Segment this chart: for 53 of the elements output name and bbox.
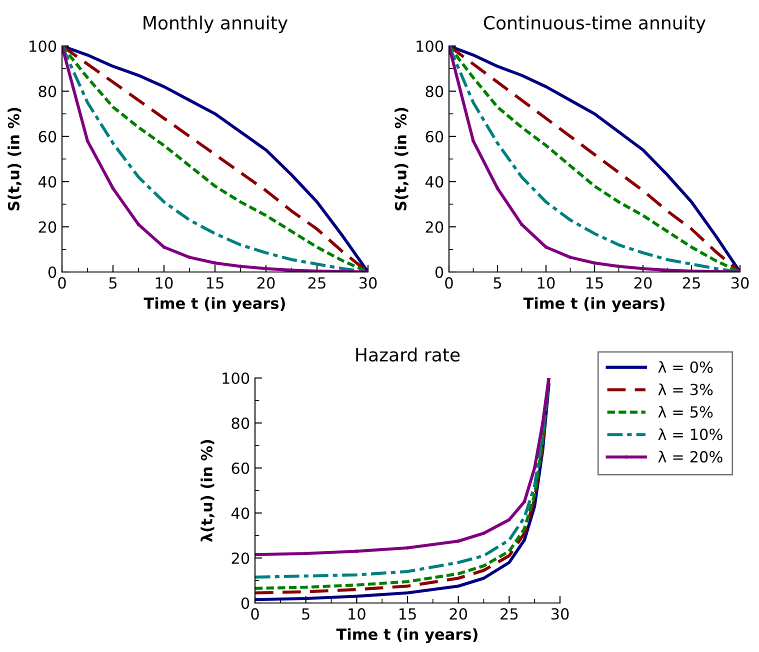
x-tick-label: 30 bbox=[359, 277, 377, 289]
x-tick-label: 5 bbox=[494, 277, 502, 289]
x-tick-label: 0 bbox=[445, 277, 453, 289]
x-tick-label: 20 bbox=[634, 277, 652, 289]
x-tick-label: 10 bbox=[538, 277, 555, 289]
legend-label: λ = 20% bbox=[658, 450, 722, 463]
x-tick-label: 15 bbox=[206, 277, 224, 289]
x-axis-title: Time t (in years) bbox=[336, 628, 478, 644]
chart-title: Monthly annuity bbox=[144, 16, 288, 34]
x-tick-label: 25 bbox=[500, 608, 518, 620]
x-axis-title: Time t (in years) bbox=[523, 297, 664, 312]
y-tick-label: 80 bbox=[426, 86, 444, 98]
y-tick-label: 0 bbox=[48, 266, 56, 278]
x-tick-label: 20 bbox=[450, 608, 468, 620]
y-axis-title: λ(t,u) (in %) bbox=[200, 440, 214, 542]
y-tick-label: 20 bbox=[426, 221, 444, 233]
y-tick-label: 100 bbox=[30, 40, 56, 52]
x-tick-label: 25 bbox=[682, 277, 700, 289]
y-tick-label: 40 bbox=[231, 507, 250, 520]
x-tick-label: 25 bbox=[308, 277, 326, 289]
x-tick-label: 5 bbox=[302, 608, 310, 620]
legend-label: λ = 0% bbox=[658, 361, 713, 373]
y-tick-label: 80 bbox=[38, 86, 56, 98]
y-axis-title: S(t,u) (in %) bbox=[394, 108, 408, 210]
x-tick-label: 10 bbox=[156, 277, 173, 289]
y-tick-label: 40 bbox=[38, 176, 56, 188]
y-axis-title: S(t,u) (in %) bbox=[8, 108, 22, 210]
x-tick-label: 5 bbox=[109, 277, 117, 289]
chart-title: Continuous-time annuity bbox=[484, 16, 706, 34]
y-tick-label: 60 bbox=[426, 130, 444, 142]
x-tick-label: 30 bbox=[731, 277, 749, 289]
y-tick-label: 0 bbox=[241, 597, 250, 610]
x-tick-label: 15 bbox=[586, 277, 603, 289]
chart-title: Hazard rate bbox=[356, 348, 460, 362]
x-tick-label: 0 bbox=[58, 277, 66, 289]
legend-label: λ = 3% bbox=[658, 383, 713, 396]
y-tick-label: 20 bbox=[232, 552, 250, 564]
legend-label: λ = 5% bbox=[658, 406, 713, 418]
y-tick-label: 40 bbox=[425, 176, 444, 188]
y-tick-label: 60 bbox=[232, 462, 250, 474]
x-tick-label: 15 bbox=[399, 608, 416, 620]
y-tick-label: 100 bbox=[222, 372, 250, 384]
y-tick-label: 0 bbox=[435, 266, 444, 278]
x-axis-title: Time t (in years) bbox=[144, 297, 285, 312]
y-tick-label: 20 bbox=[38, 221, 56, 233]
x-tick-label: 10 bbox=[348, 608, 366, 620]
x-tick-label: 30 bbox=[551, 608, 569, 620]
x-tick-label: 20 bbox=[257, 277, 275, 289]
legend-label: λ = 10% bbox=[658, 428, 722, 440]
y-tick-label: 100 bbox=[416, 40, 444, 52]
y-tick-label: 60 bbox=[38, 130, 56, 142]
y-tick-label: 80 bbox=[232, 417, 250, 430]
x-tick-label: 0 bbox=[251, 608, 259, 620]
